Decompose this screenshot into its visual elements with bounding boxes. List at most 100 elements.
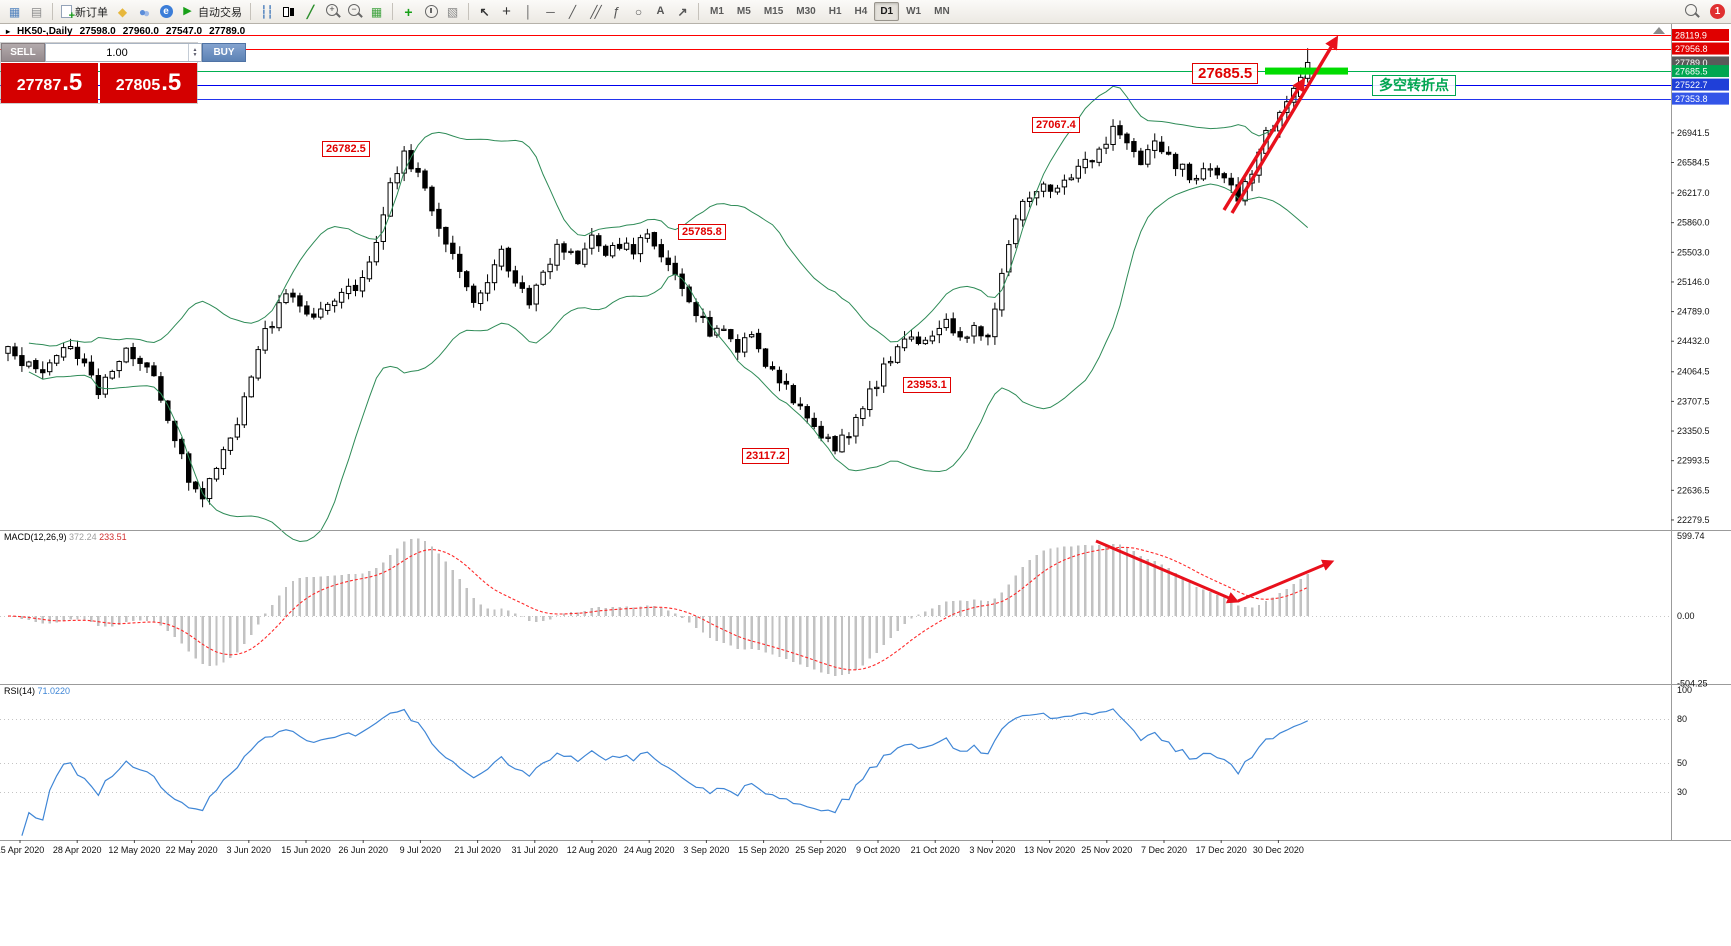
timeframe-m1[interactable]: M1 <box>710 6 724 17</box>
candle <box>1221 173 1227 179</box>
volume-down-icon[interactable]: ▼ <box>192 51 198 58</box>
candle <box>144 362 150 368</box>
chart-shift-marker-icon[interactable] <box>1653 27 1665 34</box>
candle <box>825 436 831 439</box>
candle <box>26 361 32 367</box>
candle <box>985 334 991 338</box>
shapes-button[interactable] <box>628 2 649 22</box>
candle <box>887 360 894 364</box>
text-tool-button[interactable] <box>650 2 671 22</box>
volume-input[interactable] <box>46 44 188 61</box>
buy-button[interactable]: BUY <box>202 43 246 62</box>
turning-point-note[interactable]: 多空转折点 <box>1372 75 1456 96</box>
profiles-button[interactable] <box>26 2 47 22</box>
chart-line-button[interactable] <box>300 2 321 22</box>
buy-price-display[interactable]: 27805.5 <box>100 63 197 103</box>
toolbar-right: 1 <box>1681 2 1727 22</box>
price-axis-label: 22279.5 <box>1677 515 1710 525</box>
zoom-out-button[interactable] <box>344 2 365 22</box>
candle <box>318 308 324 318</box>
collapse-triangle-icon[interactable]: ▸ <box>6 27 11 36</box>
autotrade-button[interactable]: 自动交易 <box>177 2 245 22</box>
candle <box>1186 163 1193 181</box>
indicators-button[interactable] <box>398 2 419 22</box>
candle <box>776 369 783 384</box>
crosshair-button[interactable] <box>496 2 517 22</box>
time-axis-label: 15 Apr 2020 <box>0 845 44 855</box>
chart-bars-button[interactable] <box>256 2 277 22</box>
price-axis-label: 22636.5 <box>1677 485 1710 495</box>
periods-button[interactable] <box>420 2 441 22</box>
zoom-in-button[interactable] <box>322 2 343 22</box>
arrow-objects-layer[interactable] <box>1095 35 1339 604</box>
community-button[interactable] <box>134 2 155 22</box>
volume-spinner[interactable]: ▲ ▼ <box>188 44 201 61</box>
hline-button[interactable] <box>540 2 561 22</box>
candle <box>846 436 852 439</box>
price-callout[interactable]: 26782.5 <box>322 141 370 157</box>
templates-button[interactable] <box>442 2 463 22</box>
macd-arrow-object[interactable] <box>1095 539 1240 604</box>
candle <box>359 277 366 292</box>
timeframe-d1[interactable]: D1 <box>874 2 900 21</box>
price-callout[interactable]: 27067.4 <box>1032 117 1080 133</box>
candle <box>262 328 268 351</box>
macd-signal-value: 233.51 <box>99 532 127 542</box>
chart-window[interactable]: 26941.5 26584.5 26217.0 25860.0 25503.0 25146… <box>0 24 1731 946</box>
line-objects-layer[interactable]: 28119.927956.827789.027685.527522.727353… <box>0 27 1729 105</box>
notification-badge[interactable]: 1 <box>1710 4 1725 19</box>
metaeditor-button[interactable] <box>112 2 133 22</box>
search-button[interactable] <box>1681 2 1702 22</box>
timeframe-m15[interactable]: M15 <box>763 6 784 17</box>
breakout-band-object[interactable] <box>1265 67 1348 75</box>
candle <box>213 467 220 480</box>
candle <box>894 346 901 363</box>
time-axis-label: 31 Jul 2020 <box>512 845 559 855</box>
symbol-period-label: HK50-,Daily <box>17 26 73 37</box>
time-axis-label: 25 Nov 2020 <box>1081 845 1132 855</box>
channel-button[interactable] <box>584 2 605 22</box>
candle <box>1214 167 1220 176</box>
new-order-button[interactable]: 新订单 <box>58 2 111 22</box>
candle <box>1068 177 1075 181</box>
vline-button[interactable] <box>518 2 539 22</box>
candle <box>1089 160 1095 163</box>
chart-window-button[interactable] <box>4 2 25 22</box>
price-callout[interactable]: 27685.5 <box>1192 63 1259 84</box>
timeframe-m5[interactable]: M5 <box>736 6 751 17</box>
fibonacci-button[interactable] <box>606 2 627 22</box>
metaeditor-icon <box>115 4 130 19</box>
trendline-button[interactable] <box>562 2 583 22</box>
trend-arrow-object[interactable] <box>1230 35 1339 214</box>
timeframe-w1[interactable]: W1 <box>906 6 922 17</box>
web-button[interactable] <box>156 2 176 22</box>
timeframe-h1[interactable]: H1 <box>828 6 842 17</box>
timeframe-mn[interactable]: MN <box>934 6 950 17</box>
price-axis-label: 26217.0 <box>1677 188 1710 198</box>
macd-axis-label: 0.00 <box>1677 611 1695 621</box>
time-axis-label: 3 Jun 2020 <box>227 845 272 855</box>
sell-price-pips: .5 <box>62 69 83 96</box>
candle <box>839 434 845 453</box>
trend-arrow-object[interactable] <box>1222 77 1306 211</box>
sell-button[interactable]: SELL <box>1 43 45 62</box>
macd-arrow-object[interactable] <box>1237 559 1335 603</box>
rsi-axis-label: 30 <box>1677 787 1687 797</box>
price-callout[interactable]: 25785.8 <box>678 224 726 240</box>
candle <box>943 318 949 329</box>
timeframe-h4[interactable]: H4 <box>854 6 868 17</box>
price-callout[interactable]: 23117.2 <box>742 448 790 464</box>
tile-windows-button[interactable] <box>366 2 387 22</box>
candle <box>366 261 373 280</box>
volume-up-icon[interactable]: ▲ <box>192 46 198 53</box>
fibonacci-icon <box>609 4 624 19</box>
price-chart-canvas[interactable]: 26941.5 26584.5 26217.0 25860.0 25503.0 25146… <box>0 24 1731 946</box>
candle <box>964 336 970 339</box>
arrows-tool-button[interactable] <box>672 2 693 22</box>
timeframe-m30[interactable]: M30 <box>796 6 816 17</box>
sell-price-display[interactable]: 27787.5 <box>1 63 98 103</box>
chart-candles-button[interactable] <box>278 2 299 22</box>
cursor-button[interactable] <box>474 2 495 22</box>
price-callout[interactable]: 23953.1 <box>903 377 951 393</box>
candle <box>53 355 60 364</box>
